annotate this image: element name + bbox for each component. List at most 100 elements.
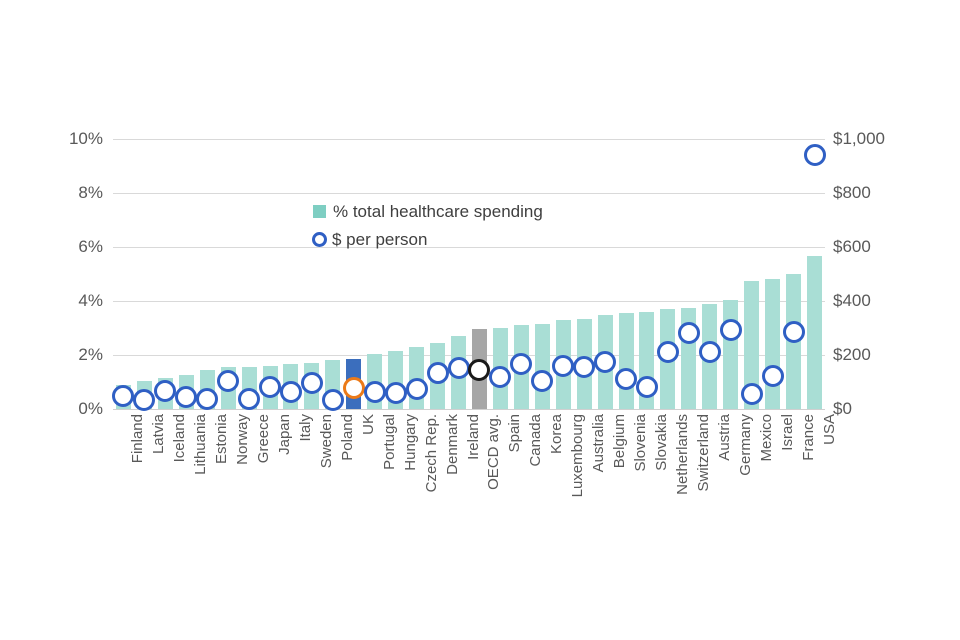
gridline	[113, 247, 825, 248]
right-axis-tick: $1,000	[833, 129, 885, 148]
marker-uk[interactable]	[342, 376, 365, 399]
marker-greece[interactable]	[238, 387, 261, 410]
circle-outline-icon	[312, 231, 327, 247]
marker-netherlands[interactable]	[656, 341, 679, 364]
bar-germany[interactable]	[723, 299, 739, 409]
marker-switzerland[interactable]	[677, 321, 700, 344]
gridline	[113, 409, 825, 410]
bar-slot	[322, 139, 343, 409]
x-axis-label: Poland	[338, 414, 356, 461]
x-axis-label: Luxembourg	[569, 414, 587, 498]
bar-slot	[364, 139, 385, 409]
marker-japan[interactable]	[259, 375, 282, 398]
marker-latvia[interactable]	[133, 388, 156, 411]
marker-lithuania[interactable]	[175, 386, 198, 409]
x-axis-label: Spain	[506, 414, 524, 453]
marker-australia[interactable]	[573, 356, 596, 379]
x-axis-label: Australia	[590, 414, 608, 473]
marker-portugal[interactable]	[363, 381, 386, 403]
left-axis-tick: 4%	[78, 291, 103, 310]
bar-slot	[301, 139, 322, 409]
bar-usa[interactable]	[807, 256, 823, 409]
left-axis: 0% 2% 4% 6% 8% 10%	[33, 129, 103, 418]
x-axis-label: Iceland	[171, 414, 189, 463]
marker-denmark[interactable]	[426, 361, 449, 384]
marker-usa[interactable]	[803, 144, 826, 167]
bar-slot	[134, 139, 155, 409]
bar-slot	[532, 139, 553, 409]
left-axis-tick: 8%	[78, 183, 103, 202]
right-axis-tick: $600	[833, 237, 871, 256]
left-axis-tick: 2%	[78, 345, 103, 364]
marker-canada[interactable]	[510, 353, 533, 376]
bar-slot	[343, 139, 364, 409]
square-swatch-icon	[313, 204, 326, 218]
bar-slot	[804, 139, 825, 409]
x-axis-label: Switzerland	[694, 414, 712, 492]
x-axis-label: France	[799, 414, 817, 461]
marker-poland[interactable]	[321, 388, 344, 411]
bar-slot	[637, 139, 658, 409]
marker-oecd-avg[interactable]	[468, 359, 491, 382]
right-axis-tick: $0	[833, 399, 852, 418]
bar-slot	[155, 139, 176, 409]
x-axis-label: Czech Rep.	[422, 414, 440, 493]
marker-ireland[interactable]	[447, 356, 470, 379]
marker-finland[interactable]	[112, 385, 135, 408]
bar-slot	[176, 139, 197, 409]
x-axis-label: Canada	[527, 414, 545, 467]
marker-slovenia[interactable]	[615, 368, 638, 391]
gridline	[113, 301, 825, 302]
x-axis-label: Latvia	[150, 414, 168, 455]
x-axis-label: Lithuania	[192, 414, 210, 475]
marker-france[interactable]	[782, 321, 805, 344]
bar-slovenia[interactable]	[618, 313, 634, 409]
marker-hungary[interactable]	[384, 382, 407, 405]
right-axis: $0 $200 $400 $600 $800 $1,000	[833, 129, 913, 418]
x-axis-label: Korea	[548, 414, 566, 455]
x-axis-label: Japan	[276, 414, 294, 455]
bar-slot	[385, 139, 406, 409]
x-axis-label: Greece	[255, 414, 273, 464]
bar-korea[interactable]	[534, 323, 550, 409]
gridline	[113, 193, 825, 194]
bar-israel[interactable]	[765, 279, 781, 409]
marker-iceland[interactable]	[154, 380, 177, 403]
x-axis-label: Italy	[297, 414, 314, 442]
x-axis-label: Ireland	[464, 414, 482, 460]
x-axis-label: Belgium	[611, 414, 629, 469]
x-axis-label: Mexico	[757, 414, 775, 462]
marker-austria[interactable]	[698, 340, 721, 363]
marker-luxembourg[interactable]	[552, 354, 575, 377]
marker-mexico[interactable]	[740, 382, 763, 405]
bar-slot	[699, 139, 720, 409]
x-axis-label: Germany	[736, 414, 754, 476]
bar-slot	[741, 139, 762, 409]
marker-belgium[interactable]	[594, 350, 617, 373]
x-axis-label: Netherlands	[673, 414, 691, 495]
marker-estonia[interactable]	[196, 388, 219, 411]
x-axis-label: Sweden	[317, 414, 335, 469]
marker-italy[interactable]	[280, 381, 302, 404]
legend-label-bar-series: % total healthcare spending	[333, 201, 543, 221]
left-axis-tick: 10%	[68, 129, 103, 148]
marker-czech-rep[interactable]	[405, 378, 428, 401]
marker-germany[interactable]	[719, 319, 742, 342]
marker-norway[interactable]	[217, 370, 240, 393]
legend-item-point-series: $ per person	[312, 225, 543, 253]
marker-korea[interactable]	[531, 369, 554, 392]
x-axis-label: Estonia	[213, 414, 231, 465]
bar-slot	[197, 139, 218, 409]
marker-israel[interactable]	[761, 365, 784, 388]
chart-legend: % total healthcare spending $ per person	[312, 197, 543, 253]
marker-slovakia[interactable]	[636, 375, 658, 398]
right-axis-tick: $400	[833, 291, 871, 310]
bar-mexico[interactable]	[744, 280, 760, 409]
bar-slot	[218, 139, 239, 409]
x-axis-label: UK	[359, 414, 377, 435]
plot-area	[112, 139, 826, 411]
marker-spain[interactable]	[489, 365, 512, 388]
marker-sweden[interactable]	[300, 372, 323, 395]
left-axis-tick: 0%	[78, 399, 103, 418]
